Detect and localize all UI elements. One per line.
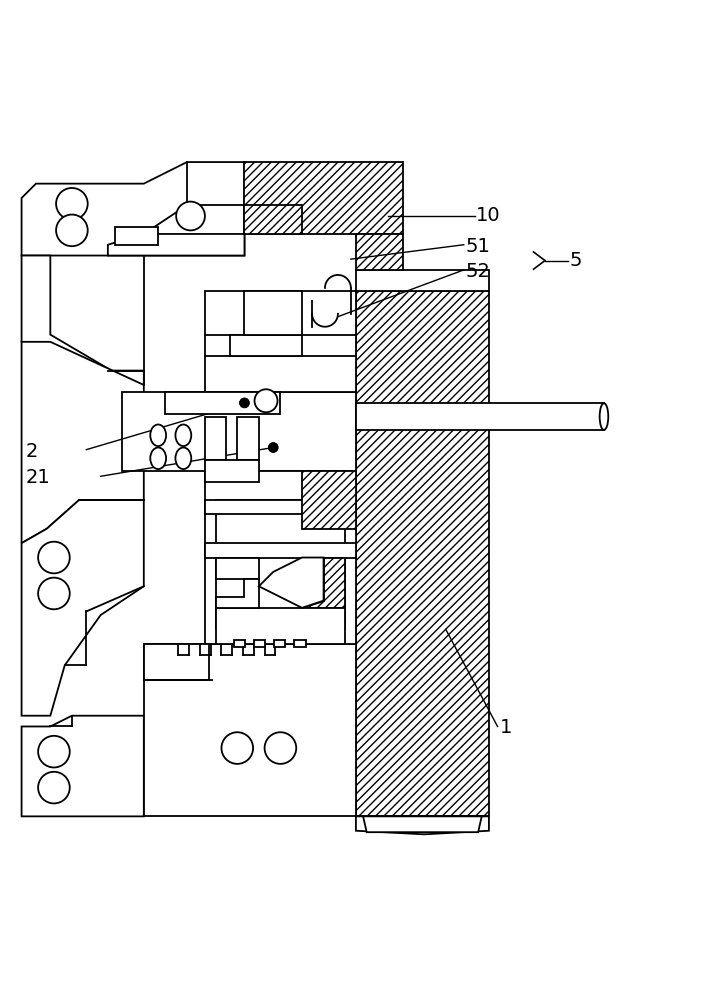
Polygon shape	[230, 335, 302, 356]
Polygon shape	[356, 403, 604, 430]
Polygon shape	[302, 558, 345, 608]
Ellipse shape	[175, 425, 191, 446]
Polygon shape	[22, 716, 144, 816]
Text: 10: 10	[476, 206, 500, 225]
Circle shape	[176, 202, 205, 230]
Circle shape	[269, 443, 278, 452]
Polygon shape	[216, 558, 259, 579]
Polygon shape	[216, 579, 259, 608]
Circle shape	[240, 399, 249, 407]
Text: 2: 2	[25, 442, 37, 461]
Polygon shape	[294, 640, 306, 647]
Polygon shape	[205, 543, 356, 558]
Polygon shape	[244, 205, 302, 234]
Circle shape	[255, 389, 278, 412]
Polygon shape	[115, 227, 158, 245]
Ellipse shape	[175, 448, 191, 469]
Polygon shape	[274, 640, 285, 647]
Polygon shape	[122, 392, 356, 471]
Circle shape	[269, 443, 278, 452]
Circle shape	[38, 736, 70, 767]
Polygon shape	[244, 291, 302, 335]
Circle shape	[38, 772, 70, 803]
Circle shape	[240, 399, 249, 407]
Text: 5: 5	[569, 251, 582, 270]
Ellipse shape	[150, 425, 166, 446]
Polygon shape	[144, 644, 356, 816]
Polygon shape	[165, 392, 280, 414]
Polygon shape	[22, 162, 244, 256]
Circle shape	[38, 578, 70, 609]
Text: 21: 21	[25, 468, 50, 487]
Polygon shape	[356, 234, 403, 270]
Text: 51: 51	[465, 237, 490, 256]
Polygon shape	[244, 162, 403, 234]
Circle shape	[38, 542, 70, 573]
Text: 1: 1	[500, 718, 512, 737]
Circle shape	[265, 732, 296, 764]
Polygon shape	[356, 270, 489, 291]
Ellipse shape	[600, 403, 608, 430]
Text: 52: 52	[465, 262, 490, 281]
Polygon shape	[259, 558, 324, 608]
Circle shape	[56, 188, 88, 220]
Polygon shape	[205, 500, 356, 514]
Polygon shape	[205, 471, 356, 644]
Polygon shape	[144, 644, 209, 680]
Polygon shape	[108, 234, 244, 256]
Polygon shape	[216, 500, 345, 629]
Polygon shape	[234, 640, 245, 647]
Polygon shape	[356, 816, 489, 834]
Polygon shape	[237, 417, 259, 460]
Polygon shape	[356, 291, 489, 816]
Polygon shape	[205, 291, 356, 392]
Polygon shape	[367, 816, 478, 831]
Polygon shape	[254, 640, 265, 647]
Polygon shape	[205, 417, 226, 460]
Polygon shape	[205, 460, 259, 482]
Polygon shape	[302, 471, 356, 529]
Polygon shape	[22, 256, 144, 385]
Polygon shape	[216, 608, 345, 644]
Circle shape	[221, 732, 253, 764]
Ellipse shape	[150, 448, 166, 469]
Circle shape	[56, 215, 88, 246]
Polygon shape	[22, 500, 144, 716]
Polygon shape	[22, 342, 144, 543]
Polygon shape	[363, 816, 482, 832]
